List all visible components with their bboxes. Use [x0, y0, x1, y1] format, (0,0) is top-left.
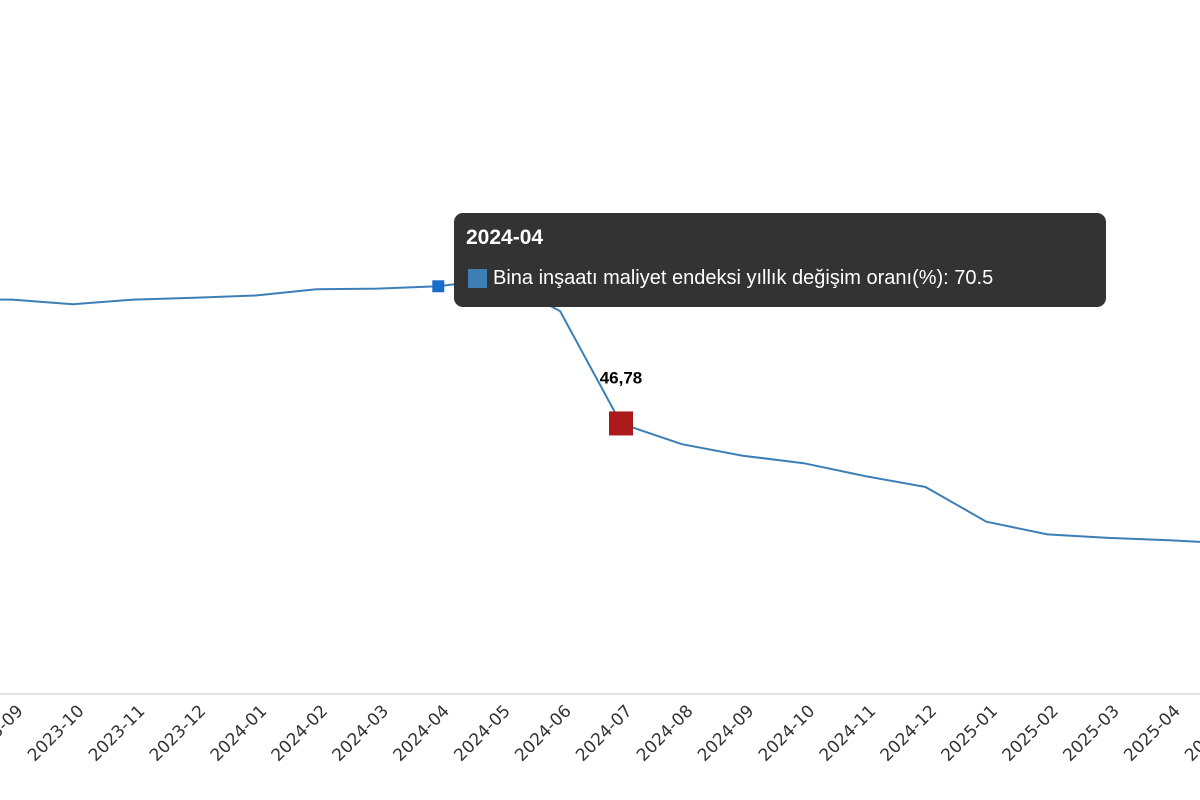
tooltip-series-row: Bina inşaatı maliyet endeksi yıllık deği…	[468, 267, 993, 290]
highlight-point-marker[interactable]	[609, 411, 633, 436]
tooltip-title: 2024-04	[466, 226, 544, 249]
x-axis-ticks: 2023-092023-102023-112023-122024-012024-…	[0, 701, 1200, 765]
x-tick-label: 2025-05	[1181, 701, 1200, 765]
tooltip-series-swatch	[468, 269, 487, 288]
x-tick-label: 2024-01	[207, 701, 271, 765]
hover-point-marker[interactable]	[432, 280, 445, 293]
x-tick-label: 2024-12	[877, 701, 941, 765]
x-tick-label: 2025-03	[1059, 701, 1123, 765]
x-tick-label: 2023-10	[24, 701, 88, 765]
x-tick-label: 2024-10	[755, 701, 819, 765]
x-tick-label: 2025-01	[938, 701, 1002, 765]
tooltip: 2024-04 Bina inşaatı maliyet endeksi yıl…	[454, 213, 1106, 307]
x-tick-label: 2024-02	[268, 701, 332, 765]
x-tick-label: 2024-06	[511, 701, 575, 765]
x-tick-label: 2024-08	[633, 701, 697, 765]
x-tick-label: 2024-09	[694, 701, 758, 765]
x-tick-label: 2025-04	[1120, 701, 1184, 765]
x-tick-label: 2024-03	[329, 701, 393, 765]
x-tick-label: 2023-11	[85, 701, 149, 765]
x-tick-label: 2025-02	[998, 701, 1062, 765]
x-tick-label: 2024-05	[450, 701, 514, 765]
x-tick-label: 2024-07	[572, 701, 636, 765]
tooltip-series-label: Bina inşaatı maliyet endeksi yıllık deği…	[493, 267, 994, 289]
x-tick-label: 2023-12	[146, 701, 210, 765]
x-tick-label: 2024-11	[816, 701, 880, 765]
x-tick-label: 2023-09	[0, 701, 28, 765]
series-line[interactable]	[0, 277, 1200, 544]
highlight-data-label: 46,78	[600, 368, 643, 387]
x-tick-label: 2024-04	[389, 701, 453, 765]
series-markers	[432, 280, 633, 436]
